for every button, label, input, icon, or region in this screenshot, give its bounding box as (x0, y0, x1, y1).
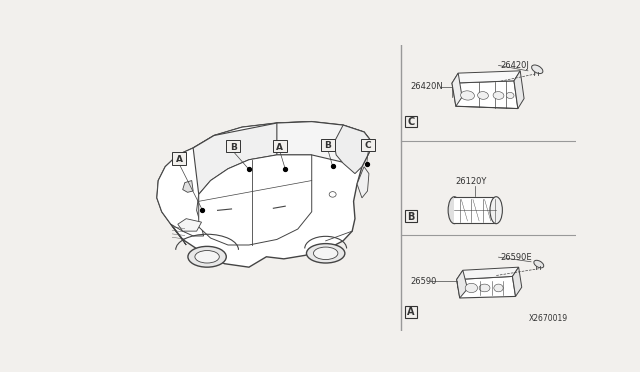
Text: X2670019: X2670019 (529, 314, 568, 323)
Text: 26120Y: 26120Y (456, 177, 487, 186)
Polygon shape (357, 167, 369, 198)
Ellipse shape (479, 284, 490, 292)
Ellipse shape (307, 244, 345, 263)
Polygon shape (454, 197, 496, 223)
FancyBboxPatch shape (273, 140, 287, 153)
FancyBboxPatch shape (405, 306, 417, 318)
Ellipse shape (195, 250, 220, 263)
Text: 26420N: 26420N (410, 83, 443, 92)
Text: A: A (407, 308, 415, 317)
Ellipse shape (329, 192, 336, 197)
Ellipse shape (493, 92, 504, 99)
Text: A: A (276, 142, 284, 151)
Text: B: B (230, 142, 237, 151)
Polygon shape (157, 122, 371, 267)
FancyBboxPatch shape (405, 116, 417, 127)
Polygon shape (193, 122, 312, 195)
Ellipse shape (490, 197, 502, 224)
Ellipse shape (461, 91, 474, 100)
Polygon shape (513, 267, 522, 296)
Polygon shape (334, 125, 371, 174)
Polygon shape (514, 71, 524, 109)
Ellipse shape (188, 246, 227, 267)
Polygon shape (182, 180, 193, 192)
Polygon shape (178, 219, 202, 231)
Ellipse shape (465, 283, 477, 293)
Text: B: B (407, 212, 415, 221)
Text: C: C (408, 117, 415, 127)
Polygon shape (457, 267, 518, 279)
Polygon shape (171, 224, 186, 245)
Ellipse shape (534, 260, 544, 268)
Polygon shape (452, 81, 518, 109)
Text: 26420J: 26420J (500, 61, 529, 70)
Polygon shape (452, 73, 462, 106)
FancyBboxPatch shape (227, 140, 241, 153)
Ellipse shape (477, 92, 488, 99)
Polygon shape (452, 71, 520, 83)
Ellipse shape (314, 247, 338, 260)
Text: A: A (176, 155, 182, 164)
FancyBboxPatch shape (321, 139, 335, 151)
FancyBboxPatch shape (362, 139, 375, 151)
Ellipse shape (448, 197, 461, 224)
Polygon shape (157, 123, 277, 236)
Polygon shape (457, 276, 516, 298)
Ellipse shape (506, 92, 514, 99)
FancyBboxPatch shape (172, 153, 186, 165)
Polygon shape (199, 155, 312, 245)
Text: 26590: 26590 (410, 276, 436, 286)
FancyBboxPatch shape (405, 210, 417, 222)
Polygon shape (277, 122, 371, 167)
Polygon shape (457, 270, 467, 298)
Text: B: B (324, 141, 332, 150)
Text: C: C (365, 141, 372, 150)
Text: 26590E: 26590E (500, 253, 532, 262)
Ellipse shape (494, 284, 503, 292)
Ellipse shape (532, 65, 543, 74)
